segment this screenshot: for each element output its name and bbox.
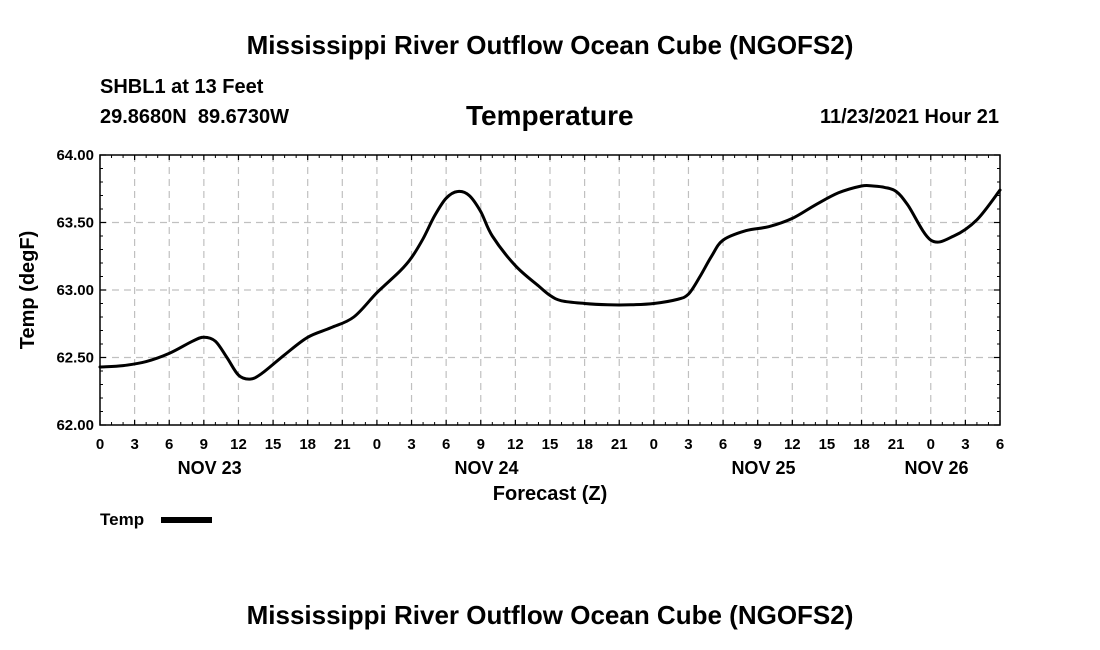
x-axis-title: Forecast (Z): [493, 483, 607, 505]
x-tick-label: 3: [407, 436, 415, 453]
legend-label: Temp: [100, 510, 144, 529]
temp-series-line: [98, 183, 1002, 381]
legend-swatch: [161, 517, 212, 523]
x-tick-label: 9: [200, 436, 208, 453]
x-tick-label: 21: [888, 436, 905, 453]
x-tick-label: 15: [819, 436, 836, 453]
x-tick-label: 15: [542, 436, 559, 453]
x-tick-label: 9: [477, 436, 485, 453]
tick-marks: [99, 154, 1001, 426]
x-tick-label: 12: [230, 436, 247, 453]
coordinates-label: 29.8680N 89.6730W: [100, 106, 290, 128]
date-label: NOV 23: [178, 458, 242, 478]
x-tick-labels: 0 3 6 9 12 15 18 21 0 3 6 9 12 15 18 21 0 3 6 9 12 15 18 21 0 3 6: [96, 436, 1004, 453]
y-tick-labels: 62.00 62.50 63.00 63.50 64.00: [56, 147, 94, 434]
x-tick-label: 0: [927, 436, 935, 453]
x-tick-label: 15: [265, 436, 282, 453]
y-tick-label: 63.50: [56, 215, 94, 232]
chart-title: Temperature: [466, 100, 634, 131]
y-tick-label: 62.00: [56, 417, 94, 434]
x-tick-label: 18: [299, 436, 316, 453]
station-label: SHBL1 at 13 Feet: [100, 76, 264, 98]
x-tick-label: 6: [996, 436, 1004, 453]
x-tick-label: 6: [165, 436, 173, 453]
x-tick-label: 0: [96, 436, 104, 453]
x-tick-label: 6: [719, 436, 727, 453]
x-tick-label: 9: [754, 436, 762, 453]
page-title: Mississippi River Outflow Ocean Cube (NG…: [246, 30, 854, 60]
x-tick-label: 3: [130, 436, 138, 453]
date-label: NOV 26: [905, 458, 969, 478]
x-tick-label: 6: [442, 436, 450, 453]
x-tick-label: 0: [373, 436, 381, 453]
x-tick-label: 18: [576, 436, 593, 453]
date-label: NOV 25: [731, 458, 795, 478]
x-tick-label: 18: [853, 436, 870, 453]
y-tick-label: 64.00: [56, 147, 94, 164]
x-tick-label: 21: [334, 436, 351, 453]
y-axis-title: Temp (degF): [17, 231, 39, 350]
y-tick-label: 63.00: [56, 282, 94, 299]
x-tick-label: 12: [507, 436, 524, 453]
date-labels: NOV 23 NOV 24 NOV 25 NOV 26: [178, 458, 969, 478]
datetime-label: 11/23/2021 Hour 21: [819, 106, 999, 128]
y-tick-label: 62.50: [56, 350, 94, 367]
page-title-bottom: Mississippi River Outflow Ocean Cube (NG…: [246, 600, 854, 630]
x-tick-label: 3: [684, 436, 692, 453]
x-tick-label: 12: [784, 436, 801, 453]
x-tick-label: 0: [650, 436, 658, 453]
x-tick-label: 21: [611, 436, 628, 453]
date-label: NOV 24: [455, 458, 519, 478]
x-tick-label: 3: [961, 436, 969, 453]
grid: [100, 155, 1000, 425]
